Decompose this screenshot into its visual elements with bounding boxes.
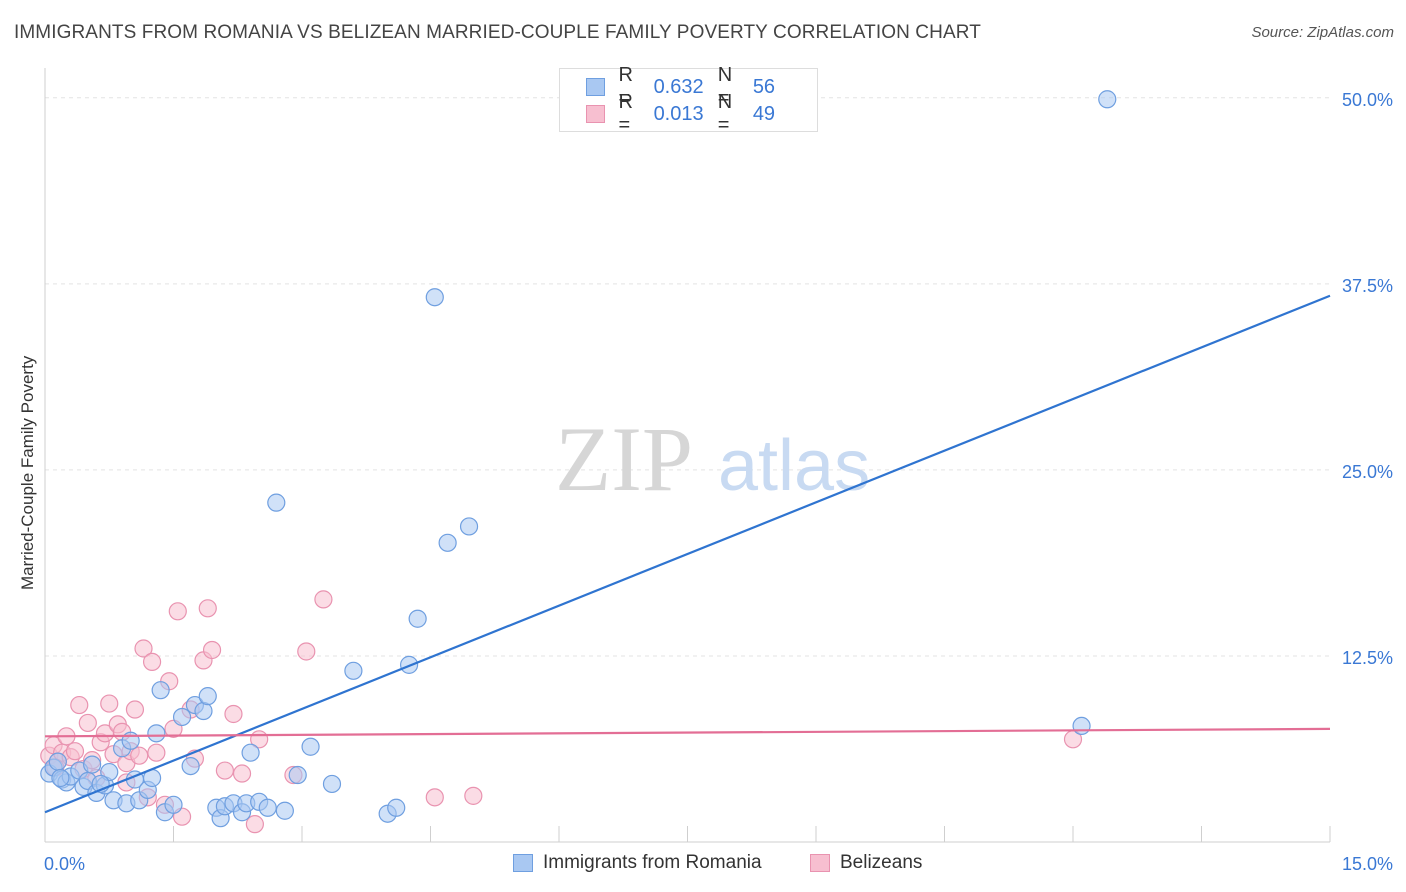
data-point xyxy=(408,609,427,628)
data-point xyxy=(425,788,444,807)
data-point xyxy=(314,590,333,609)
bottom-legend-label-romania: Immigrants from Romania xyxy=(543,852,762,873)
y-tick-label: 12.5% xyxy=(1342,648,1393,668)
data-point xyxy=(172,707,192,727)
data-point xyxy=(142,652,162,671)
data-point xyxy=(1072,716,1091,736)
n-label: N = xyxy=(717,64,733,109)
x-tick-label-min: 0.0% xyxy=(44,854,85,874)
y-tick-label: 50.0% xyxy=(1342,90,1393,110)
data-point xyxy=(151,681,170,700)
data-point xyxy=(51,768,70,788)
chart-title: IMMIGRANTS FROM ROMANIA VS BELIZEAN MARR… xyxy=(14,22,981,43)
data-point xyxy=(83,755,102,774)
trend-line-belizeans xyxy=(44,727,1331,738)
axes xyxy=(44,68,1331,843)
bottom-legend-belizeans: Belizeans xyxy=(810,852,922,874)
data-point xyxy=(181,756,200,776)
data-point xyxy=(48,752,67,771)
data-point xyxy=(297,642,316,661)
watermark-atlas: atlas xyxy=(718,426,870,506)
trend-line-immigrants-from-romania xyxy=(44,294,1331,814)
bottom-legend-romania: Immigrants from Romania xyxy=(513,852,762,874)
data-point xyxy=(147,724,166,743)
data-point xyxy=(202,640,222,660)
source-label: Source: ZipAtlas.com xyxy=(1251,24,1394,41)
data-point xyxy=(134,639,153,658)
r-value: 0.632 xyxy=(653,75,704,98)
x-tick-label-max: 15.0% xyxy=(1342,854,1393,874)
r-label: R = xyxy=(618,64,633,109)
data-point xyxy=(275,801,294,820)
data-point xyxy=(224,704,243,724)
data-point xyxy=(125,700,145,719)
watermark: ZIP atlas xyxy=(555,408,870,510)
data-point xyxy=(70,695,89,715)
data-point xyxy=(65,742,85,761)
trend-lines xyxy=(44,294,1331,814)
data-point xyxy=(198,687,217,706)
stats-legend: R = 0.632 N = 56 R = 0.013 N = 49 xyxy=(559,64,818,136)
data-point xyxy=(322,774,342,794)
y-tick-label: 25.0% xyxy=(1342,462,1393,482)
n-value: 56 xyxy=(752,75,776,98)
data-point xyxy=(267,493,286,512)
n-label: N = xyxy=(717,91,733,136)
n-value: 49 xyxy=(752,102,776,125)
data-point xyxy=(301,737,320,756)
legend-row-romania: R = 0.632 N = 56 xyxy=(586,64,817,109)
data-point xyxy=(438,533,457,552)
r-value: 0.013 xyxy=(653,102,704,125)
data-point xyxy=(425,288,444,307)
data-point xyxy=(147,743,166,762)
data-point xyxy=(232,764,252,783)
data-point xyxy=(258,798,277,817)
bottom-legend-label-belizeans: Belizeans xyxy=(840,852,923,873)
series-immigrants-from-romania xyxy=(40,90,1117,828)
legend-row-belizeans: R = 0.013 N = 49 xyxy=(586,91,817,136)
legend-swatch-romania xyxy=(586,78,605,96)
watermark-zip: ZIP xyxy=(555,408,693,510)
data-point xyxy=(245,815,264,834)
bottom-swatch-belizeans xyxy=(810,854,830,872)
legend-swatch-belizeans xyxy=(586,105,605,123)
data-point xyxy=(100,694,119,713)
data-point xyxy=(459,517,479,536)
data-point xyxy=(130,746,149,765)
data-point xyxy=(198,599,217,618)
data-point xyxy=(288,765,307,785)
r-label: R = xyxy=(618,91,633,136)
data-point xyxy=(78,713,97,733)
data-point xyxy=(168,602,187,621)
tick-labels: 12.5% 25.0% 37.5% 50.0% 0.0% 15.0% xyxy=(44,90,1393,874)
y-tick-label: 37.5% xyxy=(1342,276,1393,296)
data-point xyxy=(241,743,260,762)
data-point xyxy=(387,798,406,817)
data-point xyxy=(344,661,363,680)
data-point xyxy=(1098,90,1117,109)
data-point xyxy=(215,761,234,780)
bottom-swatch-romania xyxy=(513,854,533,872)
data-point xyxy=(164,795,183,814)
grid-lines xyxy=(45,97,1330,657)
data-points xyxy=(40,90,1117,834)
data-point xyxy=(464,786,483,805)
